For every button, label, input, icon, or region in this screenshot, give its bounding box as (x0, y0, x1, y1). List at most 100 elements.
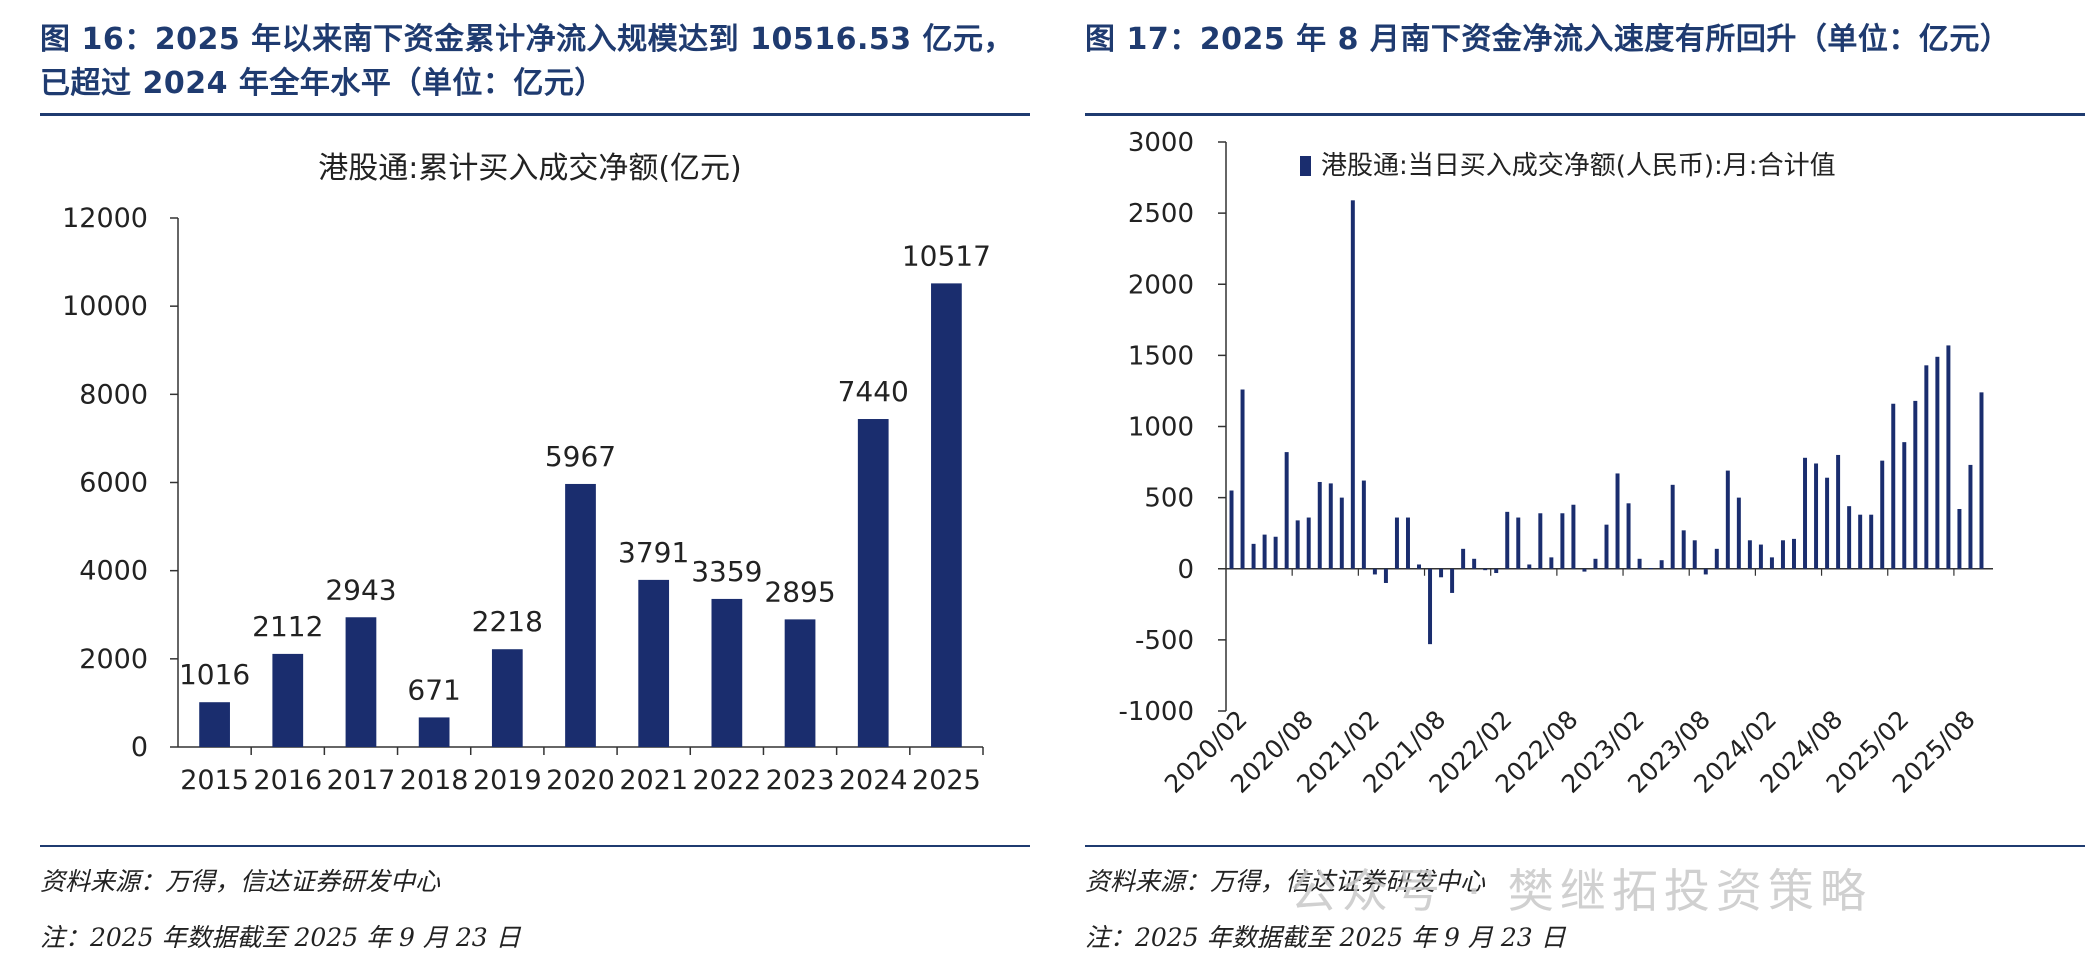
bar-2024/04 (1792, 538, 1796, 569)
bar-2020/06 (1284, 452, 1289, 569)
x-tick-label: 2021 (619, 765, 688, 796)
data-label-2020: 5967 (545, 440, 616, 473)
bar-2023/12 (1747, 540, 1752, 569)
bar-2022/02 (1505, 511, 1510, 569)
y-tick-label: 0 (1177, 555, 1194, 585)
bar-2021/07 (1428, 568, 1433, 645)
date-note: 注：2025 年数据截至 2025 年 9 月 23 日 (1085, 923, 1566, 952)
y-tick-label: 10000 (62, 291, 148, 322)
bar-2022/10 (1593, 558, 1598, 569)
data-label-2018: 671 (407, 673, 460, 706)
bar-2020/07 (1295, 520, 1300, 569)
bar-2020 (565, 483, 596, 747)
bar-2025 (931, 283, 962, 747)
bar-2020/10 (1328, 483, 1333, 569)
bar-2024/12 (1880, 460, 1885, 569)
watermark: 公众号 · 樊继拓投资策略 (1290, 864, 1872, 918)
y-tick-label: 2000 (1128, 270, 1194, 300)
bar-2021/01 (1361, 480, 1366, 569)
y-tick-label: 3000 (1128, 128, 1194, 158)
bar-2019 (491, 649, 523, 747)
bar-2024 (857, 419, 889, 747)
x-tick-label: 2024 (839, 765, 908, 796)
bar-2017 (345, 617, 377, 747)
x-tick-label: 2015 (180, 765, 249, 796)
bar-2021/03 (1383, 568, 1388, 583)
y-tick-label: -500 (1135, 626, 1194, 656)
y-tick-label: 4000 (79, 556, 148, 587)
bar-2023/02 (1637, 558, 1642, 569)
y-tick-label: 6000 (79, 468, 148, 499)
data-label-2019: 2218 (472, 605, 543, 638)
data-label-2016: 2112 (252, 610, 323, 643)
bar-2021/06 (1417, 564, 1421, 569)
bar-2024/08 (1836, 454, 1841, 569)
bottom-rule (40, 845, 1030, 847)
bar-2025/01 (1891, 403, 1896, 569)
bar-2022/04 (1527, 564, 1532, 569)
bar-2022/11 (1604, 524, 1609, 569)
bar-2022 (711, 598, 743, 747)
bar-2020/08 (1306, 517, 1311, 569)
bar-2024/07 (1825, 477, 1830, 569)
source-note: 资料来源：万得，信达证券研发中心 (40, 867, 441, 896)
bar-2023/08 (1703, 568, 1708, 575)
bar-2024/06 (1814, 463, 1819, 569)
cumulative-inflow-bar-chart: 港股通:累计买入成交净额(亿元) 0 2000 4000 6000 8000 10000 1… (62, 151, 991, 796)
bar-2025/07 (1957, 509, 1962, 569)
bar-2021/09 (1450, 568, 1455, 593)
title-rule (1085, 113, 2085, 116)
x-tick-label: 2020 (546, 765, 615, 796)
bar-2016 (272, 653, 304, 747)
bar-2024/10 (1858, 514, 1863, 569)
figure-17-panel: 图 17：2025 年 8 月南下资金净流入速度有所回升（单位：亿元） -100… (1085, 0, 2094, 971)
data-label-2023: 2895 (764, 575, 835, 608)
bar-2020/02 (1240, 389, 1245, 569)
data-label-2017: 2943 (325, 573, 396, 606)
bar-2020/04 (1262, 534, 1267, 569)
y-tick-label: 2500 (1128, 199, 1194, 229)
bar-2021/11 (1472, 558, 1477, 569)
bar-2024/03 (1780, 540, 1785, 569)
y-tick-label: 500 (1144, 484, 1194, 514)
bar-2024/09 (1847, 506, 1852, 569)
x-tick-label: 2018 (400, 765, 469, 796)
bar-2024/01 (1758, 544, 1763, 569)
chart-title: 港股通:累计买入成交净额(亿元) (318, 151, 742, 186)
bar-2023/06 (1681, 530, 1686, 569)
bar-2023/07 (1692, 540, 1697, 569)
figure-17-title: 图 17：2025 年 8 月南下资金净流入速度有所回升（单位：亿元） (1085, 22, 2011, 57)
date-note: 注：2025 年数据截至 2025 年 9 月 23 日 (40, 923, 521, 952)
bar-2025/04 (1924, 365, 1929, 569)
y-tick-label: 2000 (79, 644, 148, 675)
data-label-2021: 3791 (618, 536, 689, 569)
bar-2022/06 (1549, 557, 1554, 569)
legend: 港股通:当日买入成交净额(人民币):月:合计值 (1300, 151, 1836, 181)
x-tick-label: 2022 (693, 765, 762, 796)
bar-2021/12 (1483, 568, 1488, 571)
bar-series (199, 283, 962, 747)
data-label-2022: 3359 (691, 555, 762, 588)
bar-2024/11 (1869, 514, 1874, 569)
figure-16-panel: 图 16：2025 年以来南下资金累计净流入规模达到 10516.53 亿元，已… (0, 0, 1045, 971)
legend-swatch (1300, 156, 1311, 176)
bar-2023/05 (1670, 484, 1675, 569)
source-note: 资料来源：万得，信达证券研发中心 (1085, 867, 1486, 896)
bar-series (1229, 200, 1984, 645)
bar-2021/02 (1372, 568, 1377, 575)
bar-2015 (199, 702, 230, 747)
y-tick-label: 1000 (1128, 413, 1194, 443)
y-tick-label: 1500 (1128, 341, 1194, 371)
bar-2025/03 (1913, 400, 1918, 569)
data-label-2025: 10517 (902, 239, 991, 272)
bar-2023/10 (1725, 470, 1730, 569)
bar-2023/09 (1714, 548, 1719, 569)
bar-2025/06 (1946, 345, 1951, 569)
bar-2023/04 (1659, 560, 1664, 569)
bar-2021/04 (1394, 517, 1399, 569)
bar-2022/09 (1582, 568, 1587, 572)
bar-2021 (638, 579, 670, 747)
y-tick-label: 12000 (62, 203, 148, 234)
